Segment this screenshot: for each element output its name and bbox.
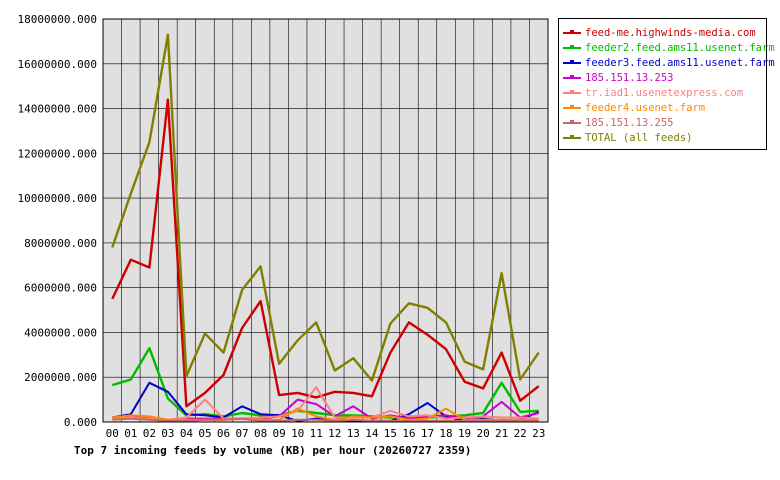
legend-item: feed-me.highwinds-media.com — [563, 26, 756, 40]
x-axis-tick-labels: 00 01 02 03 04 05 06 07 08 09 10 11 12 13 14 15 16 17 18 19… — [106, 427, 546, 440]
legend-label: feeder3.feed.ams11.usenet.farm — [585, 57, 775, 69]
x-tick-label: 04 — [180, 427, 194, 440]
legend-label: tr.iad1.usenetexpress.com — [585, 87, 744, 99]
x-tick-label: 02 — [143, 427, 156, 440]
x-tick-label: 23 — [532, 427, 545, 440]
x-tick-label: 22 — [514, 427, 527, 440]
y-tick-label: 6000000.000 — [24, 282, 97, 295]
y-tick-label: 16000000.000 — [18, 58, 97, 71]
legend-label: TOTAL (all feeds) — [585, 132, 693, 144]
x-tick-label: 01 — [124, 427, 137, 440]
y-tick-label: 2000000.000 — [24, 371, 97, 384]
x-tick-label: 20 — [476, 427, 489, 440]
legend-swatch — [563, 105, 581, 109]
x-tick-label: 21 — [495, 427, 508, 440]
x-tick-label: 15 — [384, 427, 397, 440]
legend-swatch — [563, 135, 581, 139]
series-lines — [111, 33, 540, 422]
legend-item: feeder3.feed.ams11.usenet.farm — [563, 56, 775, 70]
legend-item: feeder4.usenet.farm — [563, 101, 705, 115]
x-tick-label: 17 — [421, 427, 434, 440]
legend-swatch — [563, 60, 581, 64]
legend: feed-me.highwinds-media.com feeder2.feed.… — [558, 18, 775, 150]
y-tick-label: 14000000.000 — [18, 103, 97, 116]
y-tick-label: 0.000 — [64, 416, 97, 429]
legend-swatch — [563, 90, 581, 94]
legend-swatch — [563, 30, 581, 34]
x-tick-label: 13 — [347, 427, 360, 440]
series-line-6 — [112, 407, 539, 421]
legend-swatch — [563, 120, 581, 124]
x-tick-label: 19 — [458, 427, 471, 440]
y-tick-label: 8000000.000 — [24, 237, 97, 250]
legend-swatch — [563, 45, 581, 49]
plot-border — [102, 18, 549, 423]
x-tick-label: 05 — [198, 427, 211, 440]
chart-caption: Top 7 incoming feeds by volume (KB) per … — [74, 444, 472, 457]
legend-label: feed-me.highwinds-media.com — [585, 27, 756, 39]
y-axis-tick-labels: 0.000 2000000.000 4000000.000 6000000.000 80… — [18, 13, 97, 429]
x-tick-label: 10 — [291, 427, 304, 440]
y-tick-label: 4000000.000 — [24, 326, 97, 339]
x-tick-label: 08 — [254, 427, 267, 440]
legend-label: feeder4.usenet.farm — [585, 102, 706, 114]
x-tick-label: 00 — [106, 427, 119, 440]
series-line-7 — [112, 417, 539, 422]
legend-item: 185.151.13.255 — [563, 116, 674, 130]
x-tick-label: 18 — [439, 427, 452, 440]
x-tick-label: 07 — [235, 427, 248, 440]
legend-item: 185.151.13.253 — [563, 71, 674, 85]
x-tick-label: 14 — [365, 427, 379, 440]
series-line-8 — [111, 33, 540, 382]
x-tick-label: 12 — [328, 427, 341, 440]
legend-item: TOTAL (all feeds) — [563, 131, 692, 145]
x-tick-label: 06 — [217, 427, 230, 440]
series-line-5 — [112, 386, 539, 421]
x-tick-label: 09 — [273, 427, 286, 440]
x-tick-label: 11 — [310, 427, 323, 440]
legend-label: 185.151.13.253 — [585, 72, 674, 84]
x-tick-label: 03 — [161, 427, 174, 440]
series-line-2 — [111, 346, 539, 419]
legend-item: tr.iad1.usenetexpress.com — [563, 86, 743, 100]
y-tick-label: 18000000.000 — [18, 13, 97, 26]
legend-item: feeder2.feed.ams11.usenet.farm — [563, 41, 775, 55]
y-tick-label: 10000000.000 — [18, 192, 97, 205]
legend-swatch — [563, 75, 581, 79]
legend-label: 185.151.13.255 — [585, 117, 674, 129]
legend-label: feeder2.feed.ams11.usenet.farm — [585, 42, 775, 54]
y-tick-label: 12000000.000 — [18, 147, 97, 160]
series-line-1 — [111, 98, 540, 408]
x-tick-label: 16 — [402, 427, 415, 440]
